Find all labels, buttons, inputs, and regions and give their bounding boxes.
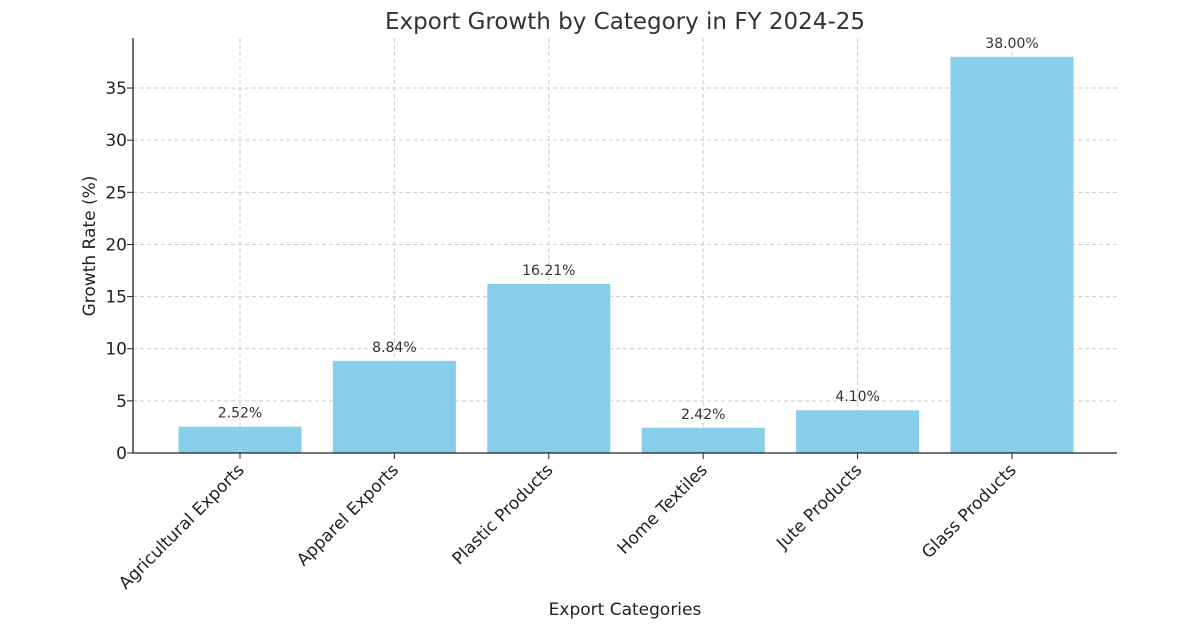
bar [178, 426, 302, 453]
bar-data-label: 2.52% [218, 406, 262, 422]
bar-data-label: 16.21% [522, 263, 575, 279]
y-tick-label: 0 [116, 444, 127, 464]
y-tick-label: 5 [116, 392, 127, 412]
bar-data-label: 8.84% [372, 340, 416, 356]
bar [796, 410, 920, 453]
y-tick-label: 20 [105, 235, 127, 255]
bar-data-label: 4.10% [835, 389, 879, 405]
y-tick-label: 15 [105, 288, 127, 308]
bars-layer [178, 56, 1074, 453]
x-tick-label: Plastic Products [449, 460, 558, 569]
bar [487, 283, 611, 453]
x-tick-label: Jute Products [772, 460, 866, 554]
x-tick-label: Apparel Exports [293, 460, 403, 570]
y-tick-label: 35 [105, 79, 127, 99]
bar [950, 56, 1074, 453]
bar [641, 427, 765, 453]
y-tick-label: 30 [105, 131, 127, 151]
bar-data-label: 2.42% [681, 407, 725, 423]
y-tick-label: 25 [105, 183, 127, 203]
x-tick-label: Home Textiles [614, 460, 712, 558]
y-axis-label: Growth Rate (%) [80, 176, 100, 317]
axes-layer [127, 38, 1117, 459]
x-tick-label: Agricultural Exports [115, 460, 248, 593]
x-tick-label: Glass Products [918, 460, 1021, 563]
y-tick-label: 10 [105, 340, 127, 360]
bar-data-label: 38.00% [985, 36, 1038, 52]
x-axis-label: Export Categories [549, 600, 702, 620]
chart-title: Export Growth by Category in FY 2024-25 [385, 9, 865, 35]
bar [332, 360, 456, 453]
